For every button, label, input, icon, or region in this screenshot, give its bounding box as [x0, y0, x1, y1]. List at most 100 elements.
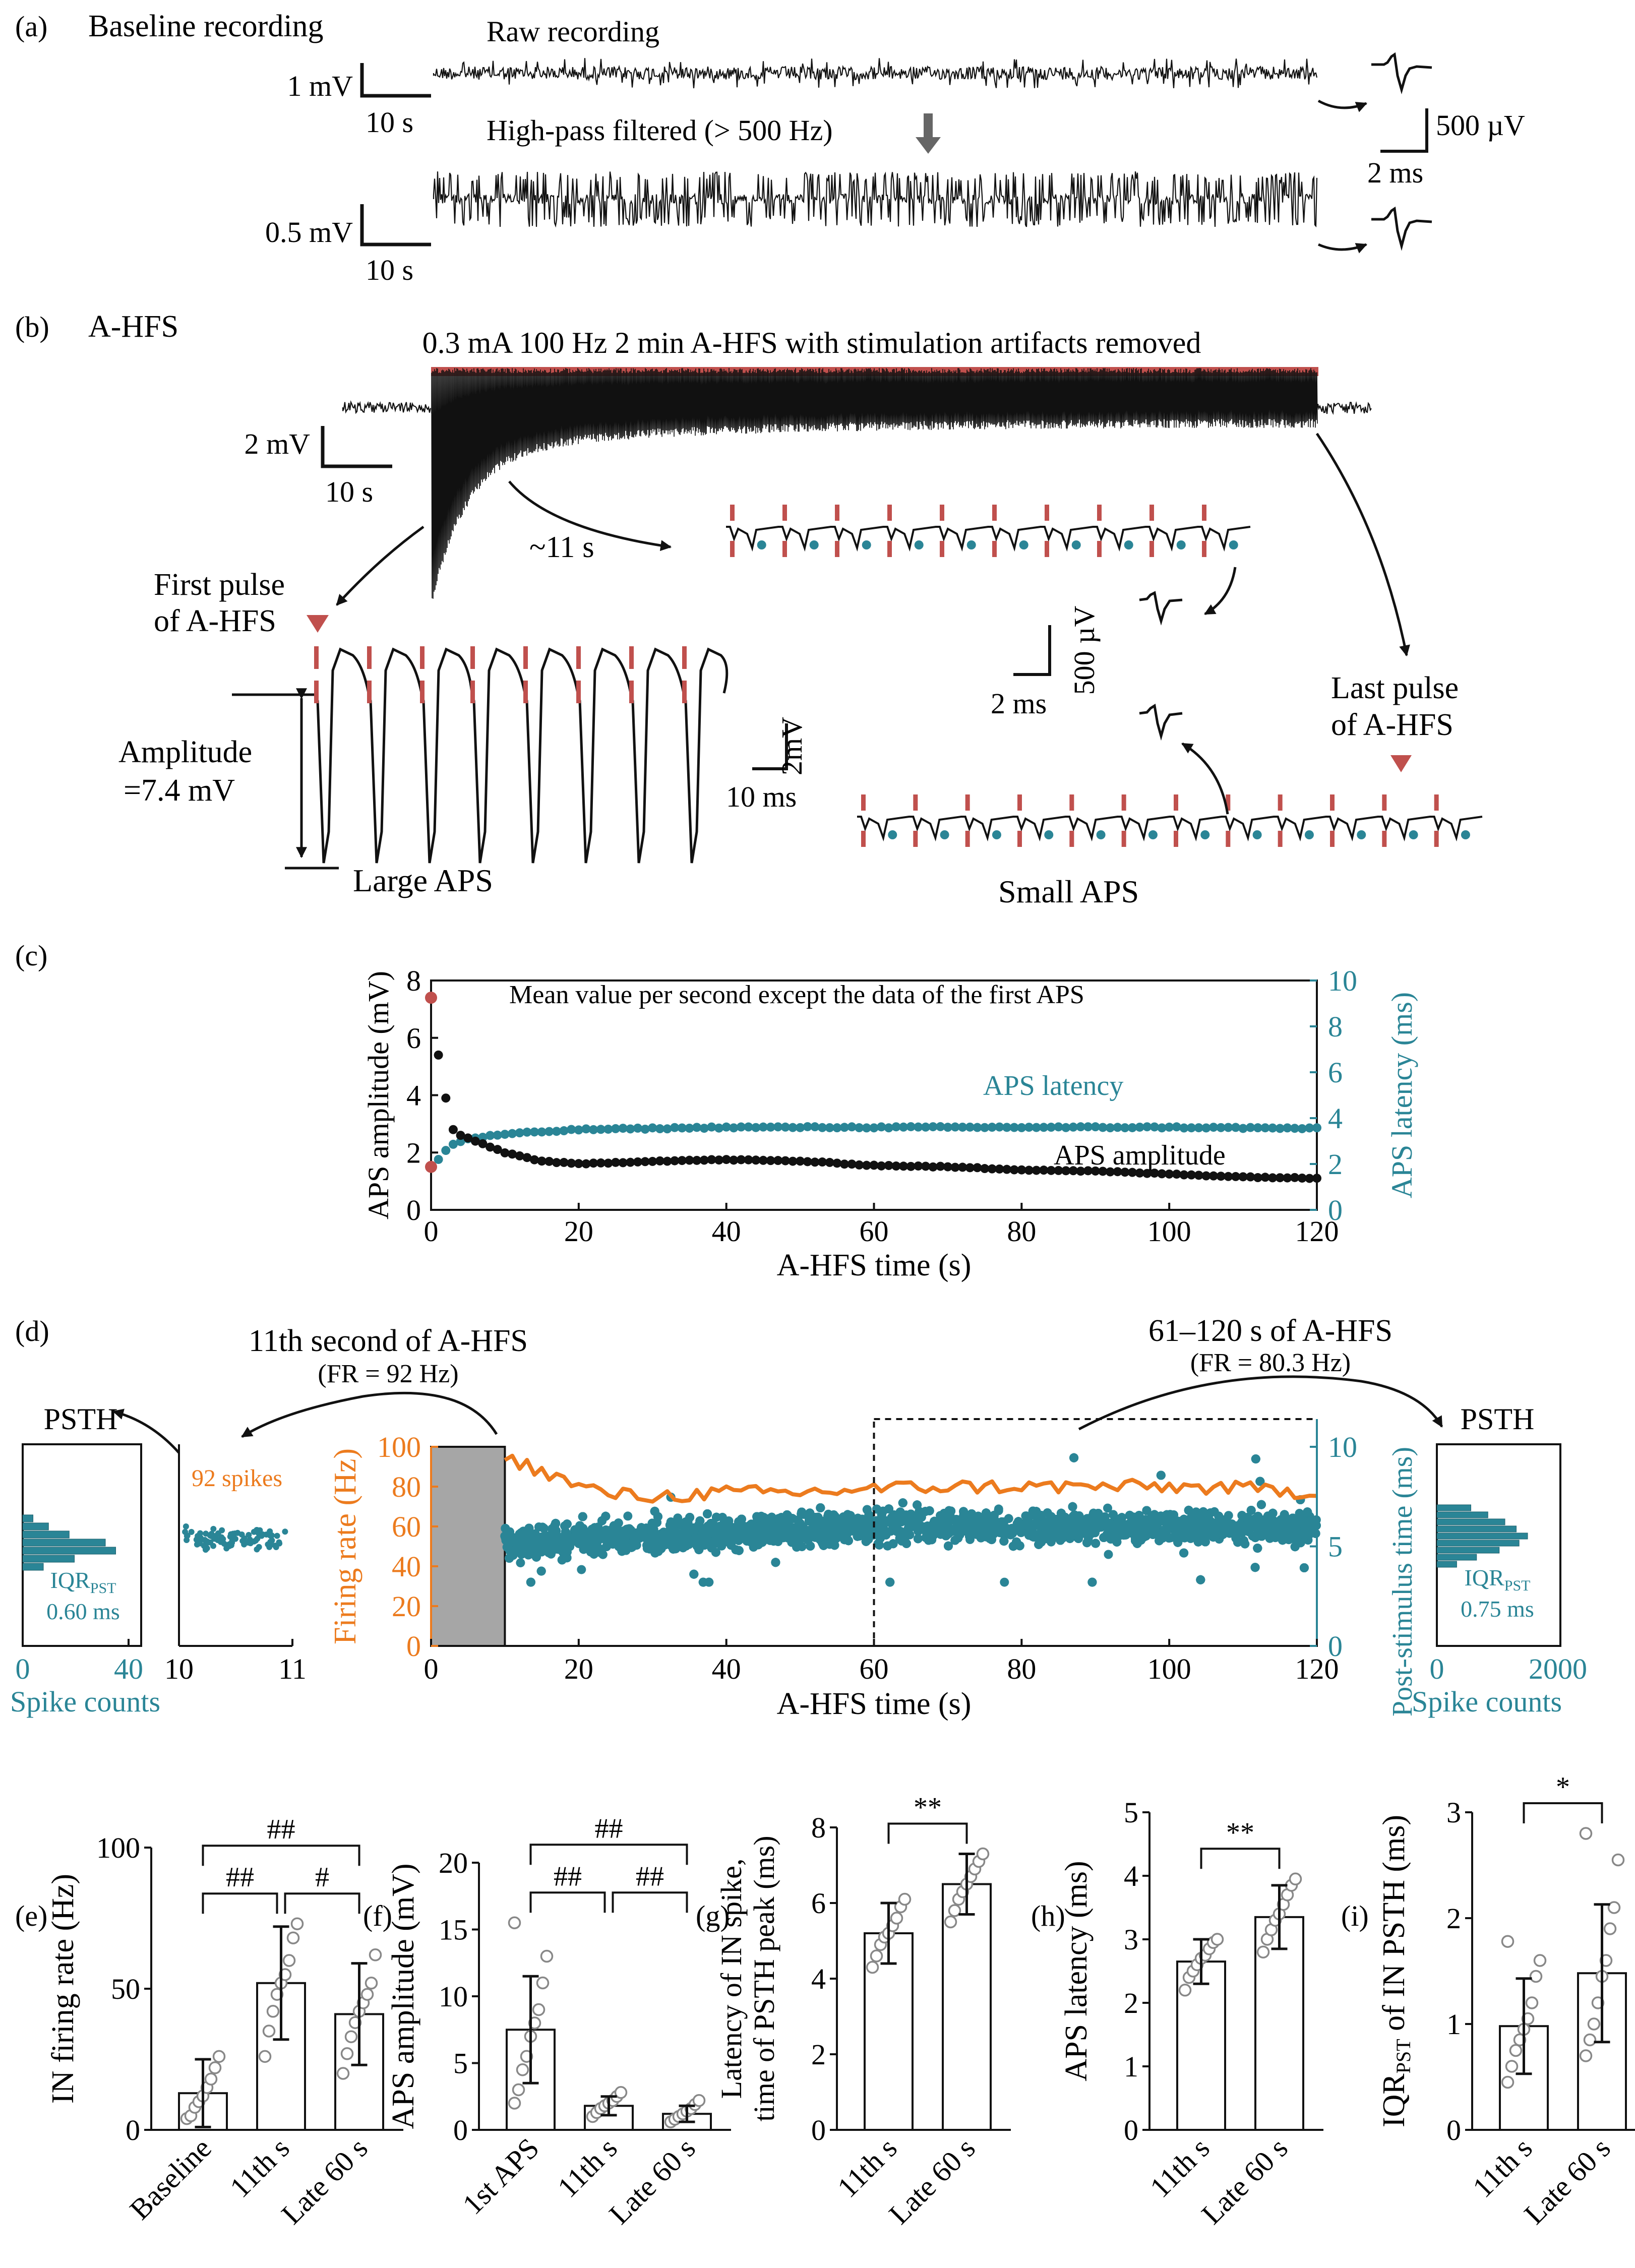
- stim-tick: [1382, 794, 1387, 811]
- y-tick-label: 8: [406, 964, 421, 997]
- amplitude-point: [758, 1155, 768, 1165]
- stim-tick: [940, 505, 944, 521]
- amplitude-series-label: APS amplitude: [1054, 1140, 1226, 1171]
- time-annotation: ~11 s: [529, 530, 594, 564]
- stim-tick: [1434, 794, 1439, 811]
- amplitude-point: [973, 1163, 982, 1173]
- y-tick-label: 0: [406, 1194, 421, 1227]
- stim-tick: [420, 681, 425, 703]
- amplitude-point: [1187, 1170, 1196, 1180]
- latency-point: [1127, 1123, 1137, 1132]
- y2-axis-label: APS latency (ms): [1385, 992, 1418, 1198]
- latency-point: [1260, 1123, 1270, 1133]
- amplitude-point: [1179, 1170, 1189, 1180]
- latency-point: [493, 1130, 502, 1140]
- latency-point: [751, 1123, 761, 1132]
- stim-tick: [913, 831, 918, 847]
- amplitude-point: [832, 1158, 842, 1168]
- latency-point: [950, 1122, 960, 1132]
- arrow-to-first-pulse: [336, 525, 425, 606]
- amplitude-point: [589, 1158, 598, 1168]
- small-aps-11s-trace: [726, 505, 1251, 557]
- latency-point: [603, 1124, 613, 1134]
- amplitude-point: [1046, 1166, 1056, 1175]
- amplitude-point: [448, 1125, 458, 1134]
- amplitude-point: [1120, 1168, 1130, 1177]
- amplitude-point: [862, 1160, 871, 1170]
- amplitude-point: [1172, 1170, 1181, 1179]
- large-aps-label: Large APS: [353, 863, 493, 898]
- latency-point: [456, 1137, 465, 1146]
- latency-point: [699, 1124, 709, 1133]
- latency-point: [1046, 1123, 1056, 1132]
- latency-point: [803, 1122, 812, 1131]
- x-axis-label: A-HFS time (s): [777, 1248, 972, 1282]
- amplitude-point: [515, 1151, 524, 1160]
- ins-spike-dot: [914, 540, 924, 549]
- amplitude-point: [1165, 1169, 1174, 1179]
- amplitude-point: [1098, 1167, 1108, 1176]
- latency-point: [1032, 1123, 1041, 1132]
- zoom-scale-bar: [752, 723, 788, 770]
- amplitude-point: [1061, 1166, 1071, 1176]
- stim-tick: [367, 681, 372, 703]
- amplitude-point: [847, 1159, 857, 1169]
- latency-point: [1312, 1123, 1321, 1133]
- amplitude-point: [1054, 1166, 1063, 1175]
- latency-point: [758, 1122, 768, 1132]
- amplitude-point: [1076, 1167, 1085, 1176]
- latency-point: [906, 1122, 916, 1131]
- ins-spike-dot: [1176, 540, 1186, 549]
- pst-point: [623, 1511, 633, 1521]
- amplitude-point: [987, 1164, 997, 1174]
- amplitude-point: [899, 1161, 909, 1171]
- latency-point: [1253, 1123, 1262, 1133]
- amplitude-point: [995, 1164, 1004, 1174]
- scale-b-time: 10 s: [325, 475, 373, 508]
- raw-trace-path: [433, 58, 1318, 89]
- stim-tick: [1149, 505, 1154, 521]
- latency-point: [1009, 1123, 1019, 1132]
- latency-point: [832, 1123, 842, 1133]
- small-scale-time: 2 ms: [991, 687, 1047, 720]
- latency-point: [662, 1124, 672, 1134]
- filtered-label: High-pass filtered (> 500 Hz): [487, 114, 833, 147]
- y-axis-label: APS amplitude (mV): [362, 971, 395, 1219]
- large-aps-waveform: [232, 647, 729, 864]
- arrow-filtered-to-spike: [1317, 243, 1368, 254]
- stim-trace: [431, 367, 1318, 599]
- latency-point: [581, 1124, 591, 1134]
- amplitude-point: [1253, 1173, 1262, 1183]
- down-arrow-icon: [916, 113, 941, 154]
- amplitude-point: [1209, 1171, 1219, 1181]
- amplitude-point: [1009, 1165, 1019, 1175]
- amplitude-point: [1194, 1171, 1203, 1180]
- latency-point: [1054, 1122, 1063, 1132]
- first-pulse-label-2: of A-HFS: [154, 604, 276, 638]
- amplitude-point: [603, 1158, 613, 1168]
- latency-point: [626, 1124, 635, 1134]
- latency-point: [1283, 1123, 1292, 1133]
- amplitude-point: [1017, 1165, 1026, 1175]
- amplitude-point: [810, 1157, 820, 1167]
- y2-tick-label: 2: [1328, 1148, 1343, 1181]
- stim-tick: [1330, 794, 1335, 811]
- y2-tick-label: 10: [1328, 964, 1357, 997]
- amplitude-point: [699, 1155, 709, 1165]
- latency-point: [721, 1122, 731, 1132]
- stim-tick: [1382, 831, 1387, 847]
- blanked-interval: [430, 1446, 506, 1647]
- raw-recording-label: Raw recording: [487, 15, 659, 48]
- amplitude-point: [1268, 1173, 1278, 1183]
- amplitude-point: [640, 1157, 650, 1167]
- stim-tick: [887, 541, 892, 557]
- panel-a-title: Baseline recording: [88, 9, 324, 43]
- scale-bar-spike: [1380, 108, 1428, 153]
- small-aps-11s-waveform: [726, 526, 1251, 552]
- amplitude-label-2: =7.4 mV: [124, 773, 235, 808]
- amplitude-point: [780, 1156, 790, 1166]
- first-pulse-label-1: First pulse: [154, 568, 285, 602]
- spike-scale-time: 2 ms: [1367, 156, 1423, 189]
- ins-spike-dot: [809, 540, 819, 549]
- amplitude-point: [574, 1159, 583, 1169]
